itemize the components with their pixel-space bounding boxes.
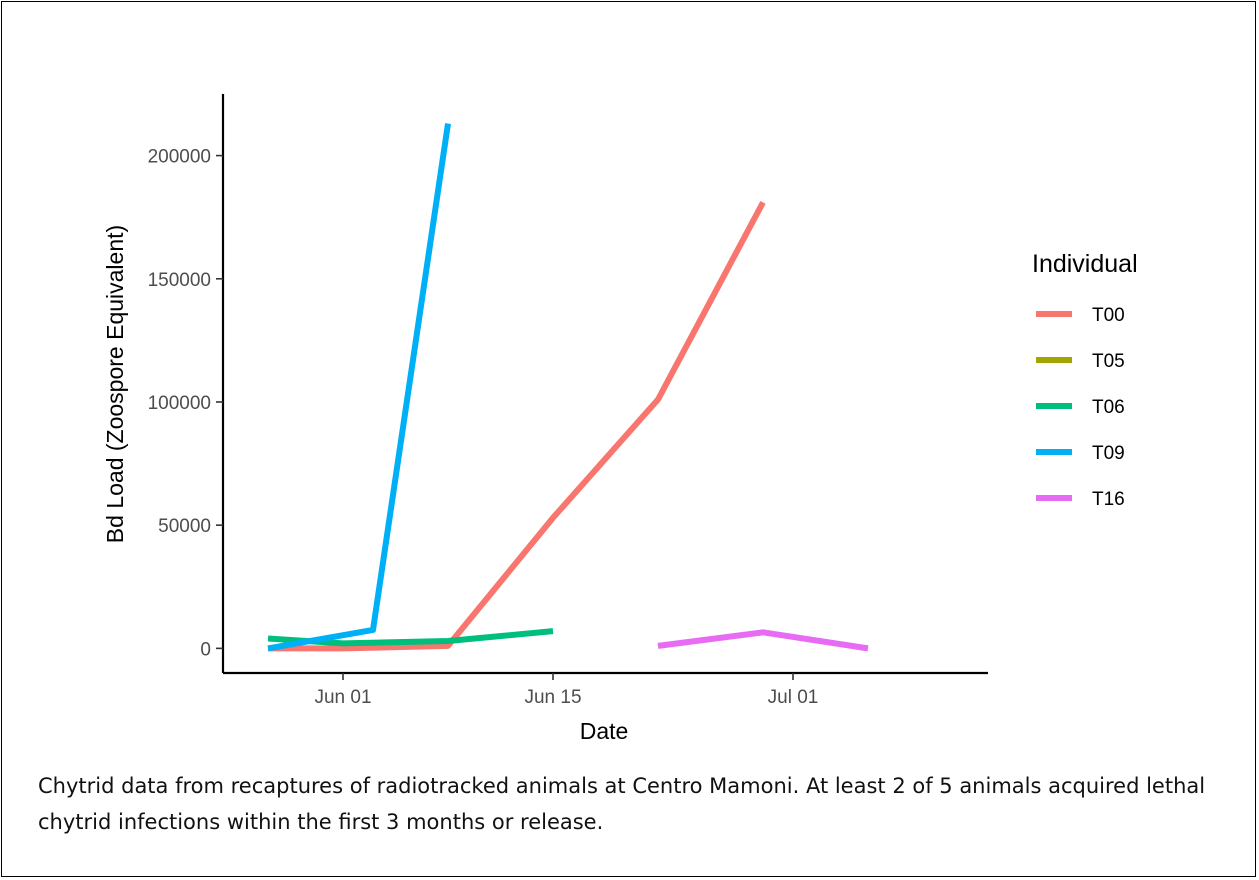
legend-title: Individual: [1032, 250, 1138, 278]
legend-label-t06: T06: [1092, 397, 1125, 418]
y-tick-label: 100000: [148, 393, 211, 414]
y-axis-label: Bd Load (Zoospore Equivalent): [102, 225, 128, 543]
bd-load-chart: 0 50000 100000 150000 200000 Jun 01 Jun 15 Jul …: [102, 94, 1138, 744]
y-tick-label: 0: [200, 639, 211, 660]
x-tick-label: Jun 01: [314, 687, 371, 708]
legend-label-t16: T16: [1092, 489, 1125, 510]
y-tick-label: 150000: [148, 270, 211, 291]
x-tick-label: Jul 01: [768, 687, 819, 708]
y-tick-label: 50000: [158, 516, 211, 537]
legend-label-t00: T00: [1092, 305, 1125, 326]
axes: 0 50000 100000 150000 200000 Jun 01 Jun 15 Jul …: [148, 94, 988, 708]
legend: Individual T00 T05 T06 T09 T16: [1032, 250, 1138, 510]
legend-label-t09: T09: [1092, 443, 1125, 464]
x-axis-label: Date: [580, 718, 629, 744]
series-lines: [267, 123, 869, 652]
figure-caption: Chytrid data from recaptures of radiotra…: [38, 774, 1206, 834]
series-line-t09: [267, 123, 451, 652]
y-tick-label: 200000: [148, 147, 211, 168]
legend-label-t05: T05: [1092, 351, 1125, 372]
series-line-t16: [657, 629, 869, 652]
series-line-t00: [268, 200, 766, 652]
x-tick-label: Jun 15: [524, 687, 581, 708]
